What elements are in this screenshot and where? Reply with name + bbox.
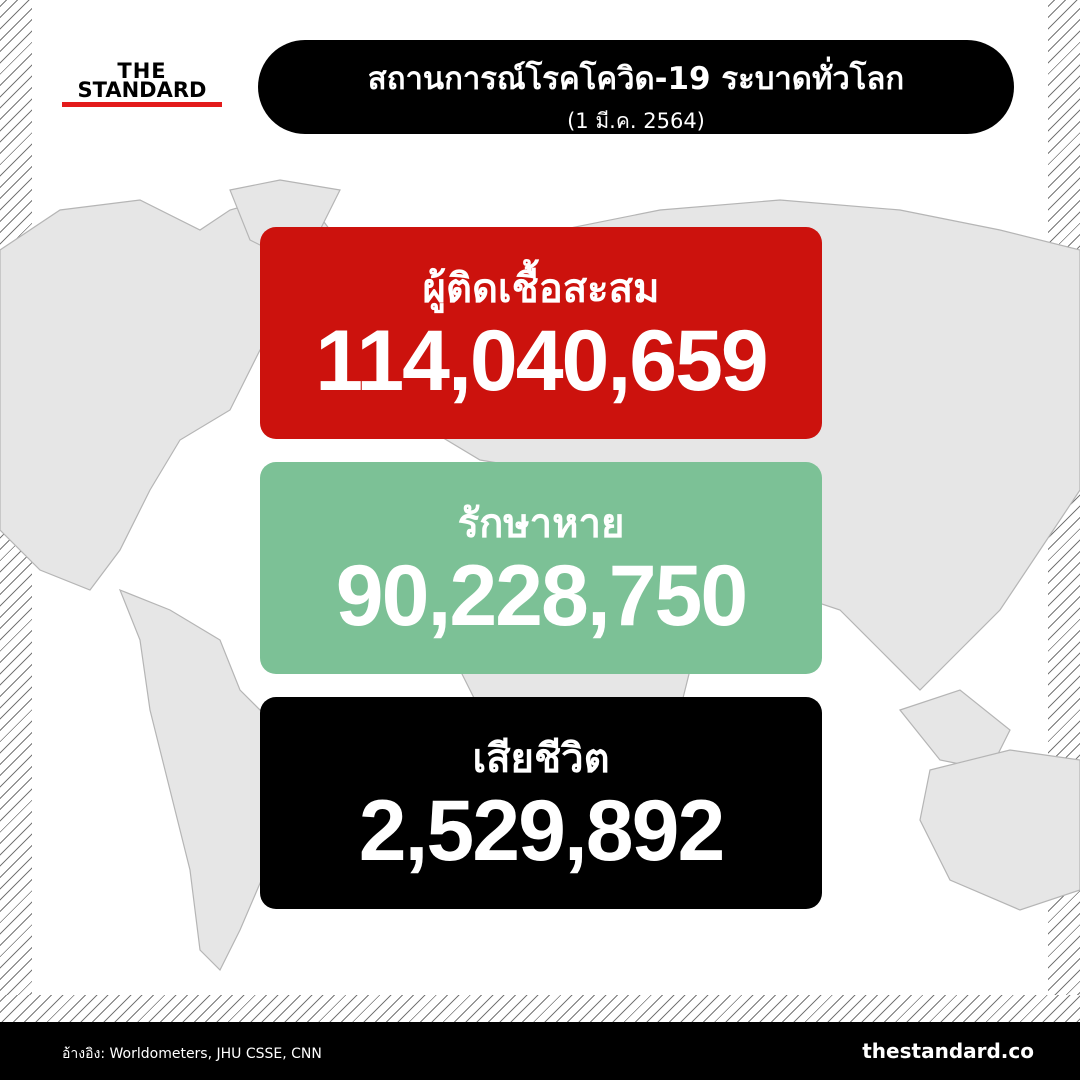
logo-line1: THE [117, 59, 167, 83]
website-link[interactable]: thestandard.co [862, 1039, 1034, 1063]
stat-card-recovered: รักษาหาย 90,228,750 [260, 462, 822, 674]
footer: อ้างอิง: Worldometers, JHU CSSE, CNN the… [0, 1022, 1080, 1080]
title-banner: สถานการณ์โรคโควิด-19 ระบาดทั่วโลก (1 มี.… [258, 40, 1014, 134]
stat-label: ผู้ติดเชื้อสะสม [422, 266, 660, 312]
logo-underline [62, 102, 222, 107]
stat-card-deaths: เสียชีวิต 2,529,892 [260, 697, 822, 909]
stat-value: 90,228,750 [335, 548, 748, 644]
page-title: สถานการณ์โรคโควิด-19 ระบาดทั่วโลก [367, 61, 905, 97]
hatched-border-bottom [0, 995, 1080, 1022]
stat-value: 2,529,892 [358, 783, 726, 879]
stat-card-confirmed: ผู้ติดเชื้อสะสม 114,040,659 [260, 227, 822, 439]
logo-line2: STANDARD [77, 78, 207, 102]
stat-label: รักษาหาย [457, 501, 625, 547]
source-credit: อ้างอิง: Worldometers, JHU CSSE, CNN [62, 1046, 322, 1062]
stat-value: 114,040,659 [315, 313, 769, 409]
stat-label: เสียชีวิต [472, 736, 610, 782]
the-standard-logo: THE STANDARD [62, 59, 222, 107]
report-date: (1 มี.ค. 2564) [567, 109, 705, 133]
